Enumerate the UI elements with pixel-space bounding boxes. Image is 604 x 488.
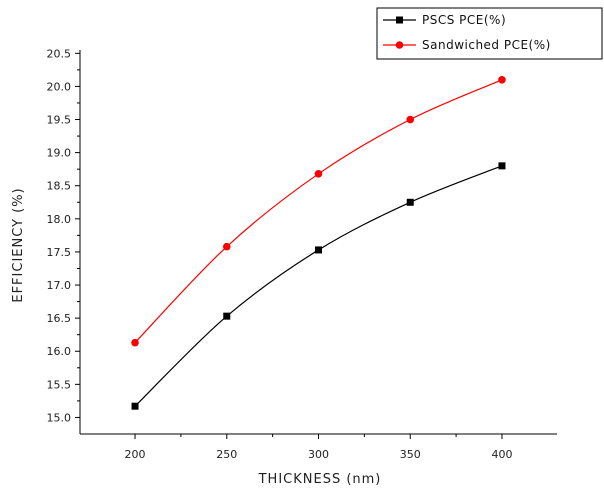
data-point-sandwiched	[498, 75, 506, 84]
y-tick-label: 15.5	[47, 378, 72, 391]
data-point-pscs	[223, 312, 231, 320]
y-tick-label: 17.0	[47, 279, 72, 292]
legend-label-sandwiched: Sandwiched PCE(%)	[422, 38, 551, 52]
y-tick-label: 20.5	[47, 47, 72, 60]
x-tick-label: 250	[216, 448, 237, 461]
y-axis-title: EFFICIENCY (%)	[11, 187, 26, 302]
y-tick-label: 18.5	[47, 180, 72, 193]
x-axis-title: THICKNESS (nm)	[258, 472, 382, 487]
y-tick-label: 19.0	[47, 147, 72, 160]
x-tick-label: 400	[491, 448, 512, 461]
y-tick-label: 20.0	[47, 80, 72, 93]
legend: PSCS PCE(%) Sandwiched PCE(%)	[376, 7, 603, 60]
axes-group	[79, 50, 557, 435]
x-tick-label: 300	[308, 448, 329, 461]
y-tick-label: 15.0	[47, 411, 72, 424]
legend-box	[376, 7, 603, 60]
series-line-0	[134, 165, 503, 407]
y-tick-label: 18.0	[47, 213, 72, 226]
data-point-pscs	[131, 402, 139, 410]
data-point-sandwiched	[406, 115, 415, 124]
data-point-sandwiched	[314, 170, 323, 178]
x-tick-label: 350	[400, 448, 421, 461]
data-point-sandwiched	[131, 338, 139, 347]
y-tick-label: 16.0	[47, 345, 72, 358]
legend-label-pscs: PSCS PCE(%)	[422, 13, 506, 27]
data-point-pscs	[315, 246, 322, 254]
data-point-pscs	[406, 198, 414, 206]
legend-marker-sandwiched	[395, 41, 404, 49]
data-point-sandwiched	[222, 242, 231, 251]
data-point-pscs	[498, 162, 506, 170]
y-tick-label: 16.5	[47, 312, 72, 325]
x-tick-label: 200	[125, 448, 146, 461]
y-tick-label: 19.5	[47, 114, 72, 127]
series-layer	[131, 75, 506, 410]
y-tick-label: 17.5	[47, 246, 72, 259]
legend-marker-pscs	[396, 16, 403, 24]
series-line-1	[134, 79, 503, 344]
y-ticks: 15.0 15.5 16.0 16.5 17.0 17.5 18.0 18.5 19.0 19.5…	[47, 47, 80, 424]
x-ticks: 200 250 300 350 400	[125, 434, 512, 461]
